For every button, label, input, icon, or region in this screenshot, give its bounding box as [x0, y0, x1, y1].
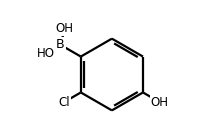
- Text: OH: OH: [56, 22, 74, 35]
- Text: OH: OH: [151, 96, 169, 109]
- Text: Cl: Cl: [58, 96, 70, 109]
- Text: HO: HO: [37, 47, 55, 60]
- Text: B: B: [56, 38, 65, 51]
